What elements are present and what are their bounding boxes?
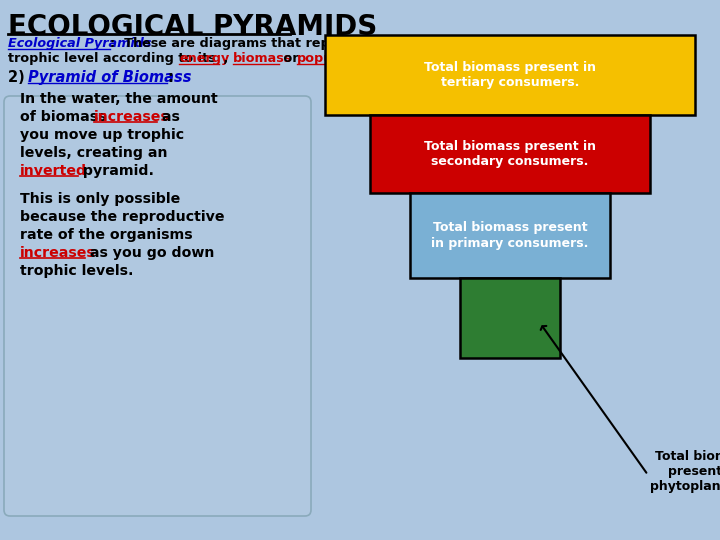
Text: increases: increases [94,110,170,124]
Text: energy: energy [179,52,229,65]
Text: :: : [167,70,173,85]
Text: Total biomass
present in
phytoplankton.: Total biomass present in phytoplankton. [650,450,720,493]
Text: increases: increases [20,246,96,260]
Text: of biomass: of biomass [20,110,112,124]
Text: inverted: inverted [20,164,87,178]
Text: biomass: biomass [233,52,292,65]
Text: as you go down: as you go down [85,246,215,260]
Text: trophic level according to its: trophic level according to its [8,52,225,65]
Text: pyramid.: pyramid. [78,164,154,178]
Text: Total biomass present
in primary consumers.: Total biomass present in primary consume… [431,221,589,249]
Bar [325,35,695,115]
Text: rate of the organisms: rate of the organisms [20,228,193,242]
Text: Total biomass present in
tertiary consumers.: Total biomass present in tertiary consum… [424,61,596,89]
Text: .: . [359,52,364,65]
Text: or: or [279,52,299,65]
Text: 2): 2) [8,70,30,85]
Text: ,: , [219,52,233,65]
Text: as: as [157,110,180,124]
Text: because the reproductive: because the reproductive [20,210,225,224]
Bar [410,193,610,278]
Text: :  These are diagrams that represent each: : These are diagrams that represent each [110,37,415,50]
Text: population: population [297,52,375,65]
Bar [370,115,650,193]
Text: Total biomass present in
secondary consumers.: Total biomass present in secondary consu… [424,140,596,168]
Text: This is only possible: This is only possible [20,192,180,206]
Text: levels, creating an: levels, creating an [20,146,168,160]
Text: trophic levels.: trophic levels. [20,264,133,278]
Text: you move up trophic: you move up trophic [20,128,184,142]
Text: Pyramid of Biomass: Pyramid of Biomass [28,70,192,85]
Text: In the water, the amount: In the water, the amount [20,92,217,106]
Bar [460,278,560,358]
Text: Ecological Pyramids: Ecological Pyramids [8,37,151,50]
FancyBboxPatch shape [4,96,311,516]
Text: ECOLOGICAL PYRAMIDS: ECOLOGICAL PYRAMIDS [8,13,377,41]
